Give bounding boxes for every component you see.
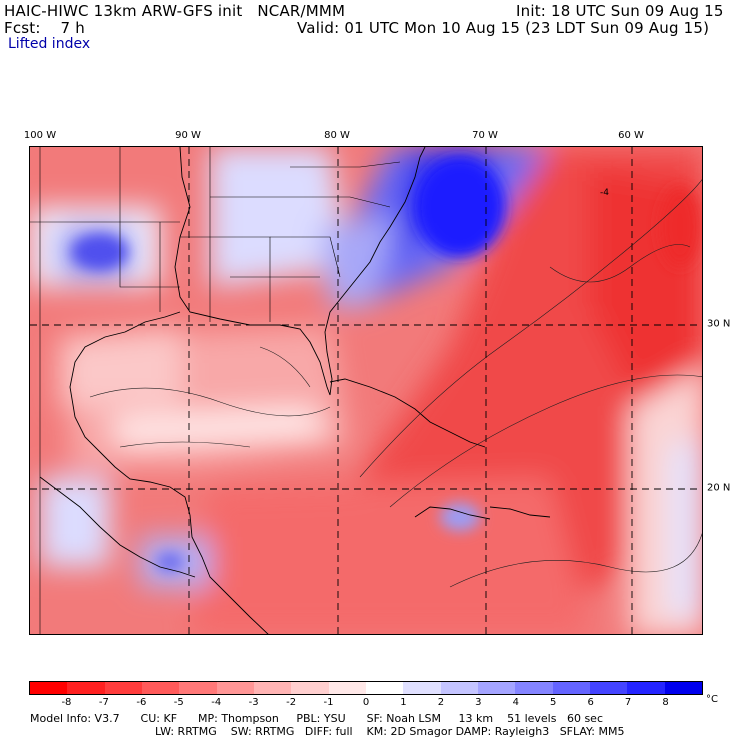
colorbar-tick-label: 4 (512, 697, 519, 708)
lon-label-80w: 80 W (324, 130, 350, 141)
map-canvas: -4 (30, 147, 702, 634)
lon-label-100w: 100 W (23, 130, 57, 141)
coastlines (39, 147, 551, 634)
colorbar-tick-label: 8 (662, 697, 669, 708)
lon-label-60w: 60 W (618, 130, 644, 141)
colorbar-swatch (328, 682, 366, 694)
contours (89, 179, 702, 588)
colorbar-tick-label: -1 (323, 697, 334, 708)
colorbar-tick-label: -2 (286, 697, 297, 708)
colorbar-tick-label: 2 (437, 697, 445, 708)
colorbar-tick-label: -5 (173, 697, 184, 708)
state-borders (30, 147, 401, 322)
model-info-line2: LW: RRTMG SW: RRTMG DIFF: full KM: 2D Sm… (155, 725, 625, 738)
colorbar-tick-label: -6 (136, 697, 147, 708)
colorbar-swatch (30, 682, 68, 694)
lifted-index-map: -4 (29, 146, 703, 635)
colorbar-swatch (67, 682, 105, 694)
colorbar-tick-label: -4 (211, 697, 222, 708)
colorbar-swatch (627, 682, 665, 694)
colorbar-swatch (365, 682, 404, 694)
colorbar-swatch (440, 682, 478, 694)
colorbar-tick-label: 3 (475, 697, 482, 708)
field-name: Lifted index (8, 36, 91, 52)
colorbar-swatch (291, 682, 329, 694)
colorbar (29, 681, 703, 695)
lat-label-30n: 30 N (707, 318, 731, 330)
colorbar-tick-label: 7 (624, 697, 632, 708)
colorbar-swatch (179, 682, 217, 694)
model-title: HAIC-HIWC 13km ARW-GFS init NCAR/MMM (4, 2, 346, 20)
colorbar-swatch (589, 682, 628, 694)
colorbar-tick-label: -8 (61, 697, 72, 708)
latlon-grid (30, 147, 702, 634)
colorbar-swatch (141, 682, 180, 694)
lon-label-70w: 70 W (472, 130, 498, 141)
colorbar-tick-label: 5 (550, 697, 557, 708)
colorbar-tick-label: 1 (400, 697, 407, 708)
colorbar-swatch (104, 682, 142, 694)
colorbar-swatch (253, 682, 292, 694)
forecast-hour: Fcst: 7 h (4, 19, 85, 37)
colorbar-swatch (216, 682, 254, 694)
valid-time: Valid: 01 UTC Mon 10 Aug 15 (23 LDT Sun … (297, 19, 710, 37)
contour-label: -4 (600, 188, 609, 198)
colorbar-swatch (403, 682, 441, 694)
colorbar-tick-label: 0 (362, 697, 370, 708)
colorbar-tick-label: -7 (98, 697, 109, 708)
lat-label-20n: 20 N (707, 482, 731, 494)
colorbar-swatch (515, 682, 553, 694)
init-time: Init: 18 UTC Sun 09 Aug 15 (516, 2, 724, 20)
model-info-line1: Model Info: V3.7 CU: KF MP: Thompson PBL… (30, 712, 603, 725)
colorbar-unit: °C (706, 694, 718, 705)
lon-label-90w: 90 W (175, 130, 201, 141)
colorbar-tick-label: -3 (248, 697, 259, 708)
colorbar-swatch (552, 682, 590, 694)
colorbar-swatch (477, 682, 516, 694)
colorbar-tick-label: 6 (587, 697, 594, 708)
colorbar-swatch (664, 682, 702, 694)
